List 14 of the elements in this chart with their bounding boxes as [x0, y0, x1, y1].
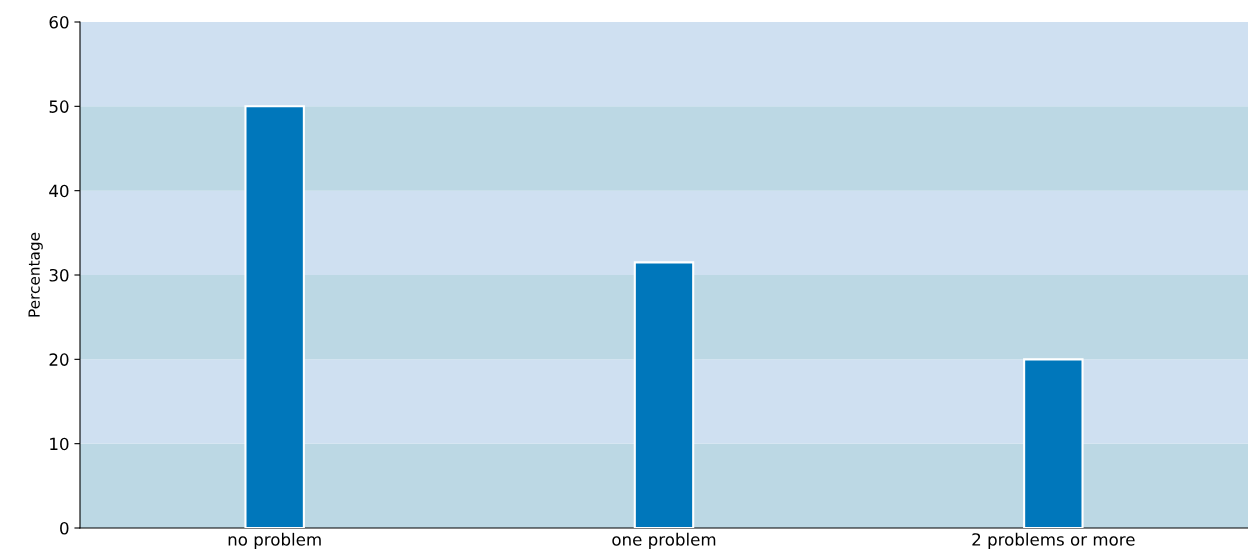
- y-tick-label: 30: [49, 268, 69, 282]
- y-tick-label: 60: [49, 15, 69, 29]
- y-tick-label: 50: [49, 100, 69, 113]
- y-tick-label: 20: [49, 353, 69, 366]
- y-tick-label: 10: [50, 437, 69, 451]
- y-tick-label: 40: [49, 184, 69, 198]
- bar: [1023, 358, 1084, 528]
- bar: [244, 105, 305, 528]
- y-tick-label: 0: [60, 521, 69, 535]
- x-tick-label: no problem: [228, 532, 321, 549]
- bar: [633, 261, 695, 528]
- x-tick-label: 2 problems or more: [972, 532, 1135, 549]
- y-axis-title: Percentage: [28, 232, 43, 317]
- x-tick-label: one problem: [612, 532, 716, 549]
